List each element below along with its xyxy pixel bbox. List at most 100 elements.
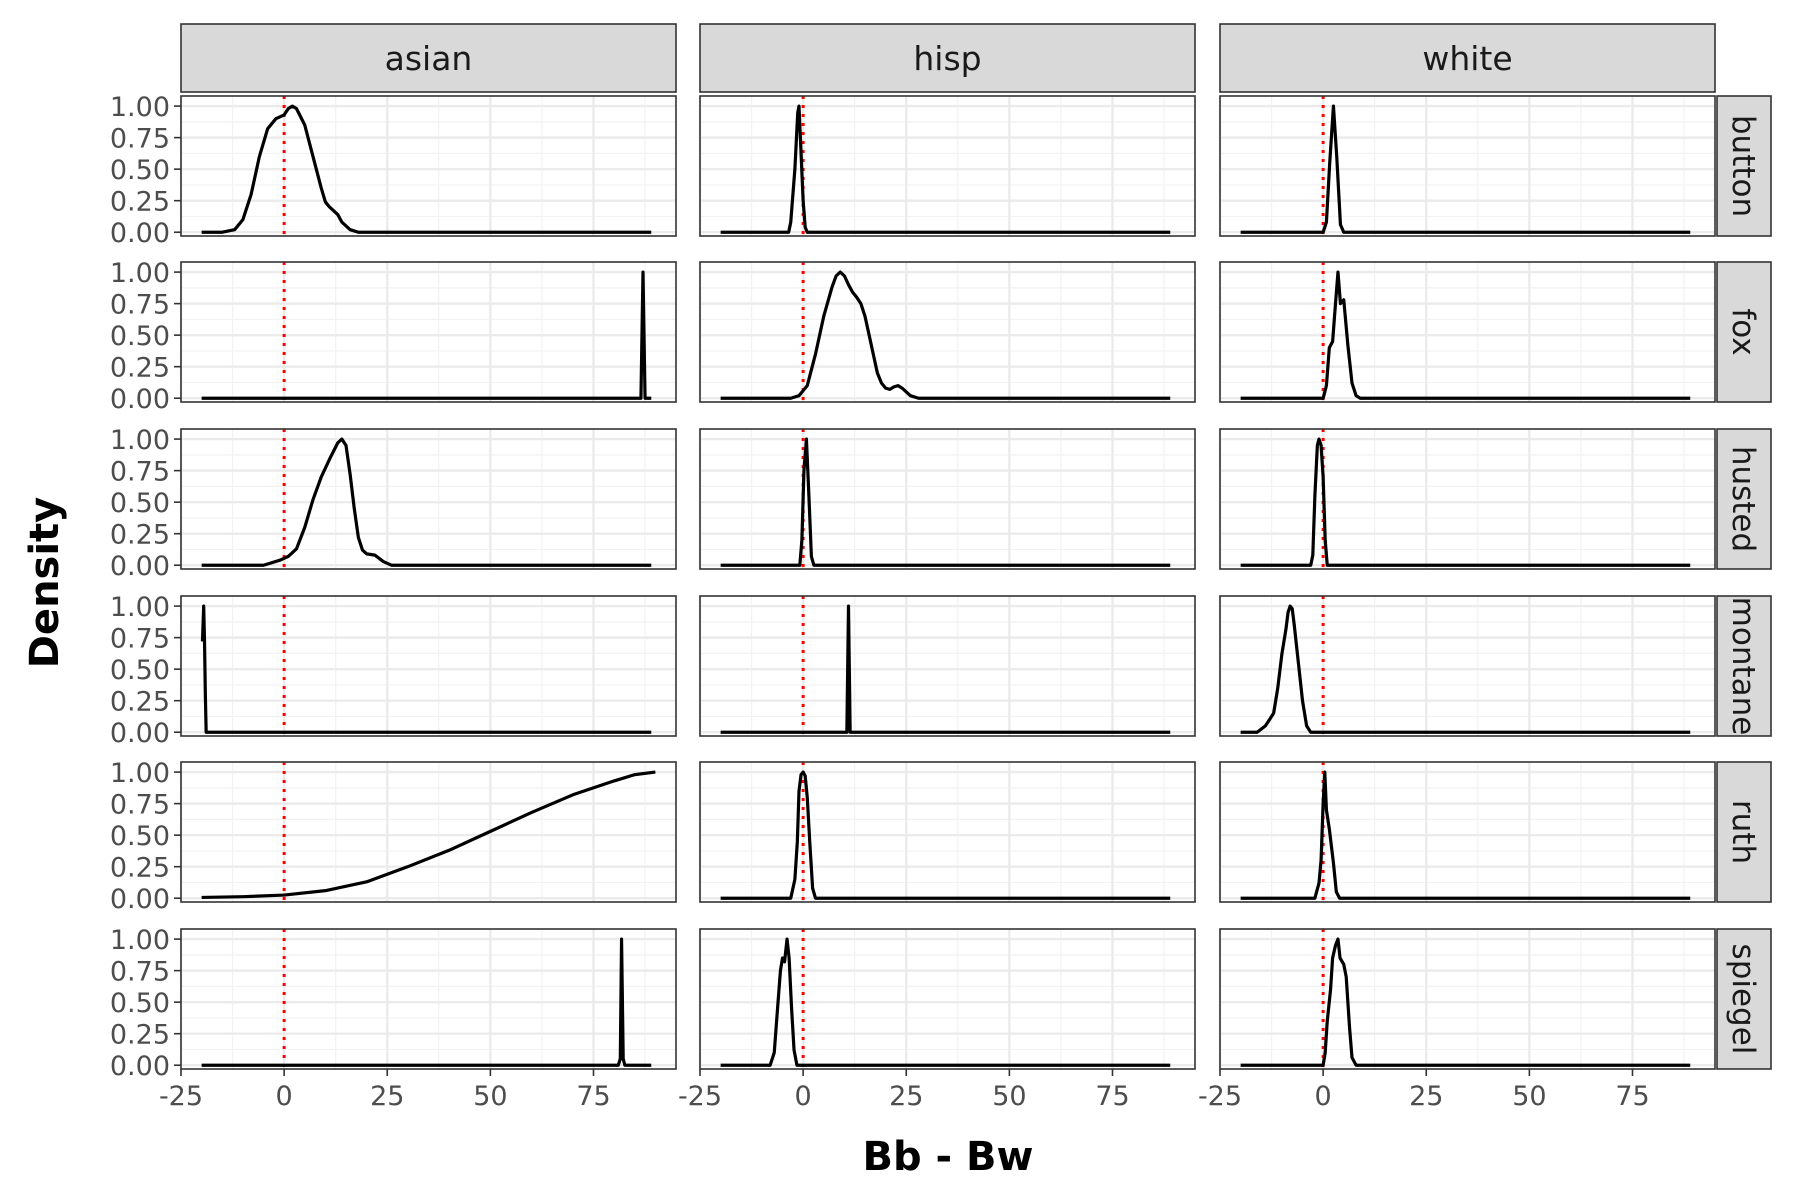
x-tick-label: 75: [1615, 1081, 1649, 1112]
panel-border-button-asian: [180, 95, 677, 237]
density-curve-fox-hisp: [720, 270, 1171, 400]
panel-border-fox-asian: [180, 261, 677, 403]
facet-strip-label-asian: asian: [385, 39, 473, 78]
y-tick-label: 1.00: [110, 425, 170, 456]
panel-border-button-white: [1219, 95, 1716, 237]
panel-bg-ruth-white: [1220, 762, 1715, 902]
density-curve-spiegel-hisp: [720, 937, 1171, 1067]
panel-bg-husted-white: [1220, 429, 1715, 569]
density-curve-montane-white: [1240, 604, 1691, 734]
density-curve-fox-asian: [201, 270, 652, 400]
density-curve-husted-hisp: [720, 437, 1171, 567]
panel-border-spiegel-hisp: [699, 928, 1196, 1070]
panel-bg-husted-hisp: [700, 429, 1195, 569]
facet-strip-montane: [1716, 595, 1772, 737]
x-tick-label: 50: [992, 1081, 1026, 1112]
density-curve-montane-hisp: [720, 604, 1171, 734]
density-curve-montane-asian: [200, 604, 652, 734]
x-tick-label: 75: [1095, 1081, 1129, 1112]
facet-strip-button: [1716, 95, 1772, 237]
panel-border-husted-asian: [180, 428, 677, 570]
facet-strip-label-button: button: [1725, 115, 1761, 217]
x-tick-label: 75: [576, 1081, 610, 1112]
facet-strip-spiegel: [1716, 928, 1772, 1070]
facet-strip-label-husted: husted: [1725, 446, 1761, 552]
y-axis-title: Density: [22, 497, 68, 669]
y-tick-label: 0.75: [110, 124, 170, 155]
panel-border-ruth-hisp: [699, 761, 1196, 903]
panel-border-spiegel-white: [1219, 928, 1716, 1070]
panel-border-montane-hisp: [699, 595, 1196, 737]
panel-bg-fox-hisp: [700, 262, 1195, 402]
density-curve-husted-white: [1240, 437, 1691, 567]
y-tick-label: 0.25: [110, 520, 170, 551]
y-tick-label: 0.50: [110, 821, 170, 852]
density-curve-husted-asian: [201, 437, 652, 567]
facet-strip-label-hisp: hisp: [913, 39, 981, 78]
panel-bg-montane-asian: [181, 596, 676, 736]
y-tick-label: 0.25: [110, 353, 170, 384]
facet-strip-white: [1219, 23, 1716, 93]
facet-strip-label-montane: montane: [1725, 597, 1761, 736]
x-tick-label: 0: [795, 1081, 812, 1112]
facet-strip-fox: [1716, 261, 1772, 403]
x-tick-label: -25: [1198, 1081, 1242, 1112]
x-tick-label: 50: [1512, 1081, 1546, 1112]
x-tick-label: 25: [889, 1081, 923, 1112]
density-curve-button-hisp: [720, 104, 1171, 234]
facet-strip-asian: [180, 23, 677, 93]
y-tick-label: 0.25: [110, 853, 170, 884]
y-tick-label: 0.50: [110, 321, 170, 352]
y-tick-label: 0.50: [110, 155, 170, 186]
y-tick-label: 1.00: [110, 258, 170, 289]
facet-strip-label-ruth: ruth: [1725, 800, 1761, 864]
panel-bg-button-white: [1220, 96, 1715, 236]
panel-border-husted-hisp: [699, 428, 1196, 570]
facet-strip-hisp: [699, 23, 1196, 93]
panel-border-montane-asian: [180, 595, 677, 737]
y-tick-label: 0.00: [110, 884, 170, 915]
facet-strip-husted: [1716, 428, 1772, 570]
facet-strip-label-spiegel: spiegel: [1725, 944, 1761, 1055]
facet-strip-label-white: white: [1422, 39, 1512, 78]
density-curve-fox-white: [1240, 270, 1691, 400]
y-tick-label: 0.50: [110, 988, 170, 1019]
x-axis-title: Bb - Bw: [862, 1134, 1033, 1180]
panel-border-montane-white: [1219, 595, 1716, 737]
density-curve-button-white: [1240, 104, 1691, 234]
y-tick-label: 0.00: [110, 384, 170, 415]
x-tick-label: 0: [276, 1081, 293, 1112]
panel-border-button-hisp: [699, 95, 1196, 237]
facet-strip-ruth: [1716, 761, 1772, 903]
panel-bg-fox-white: [1220, 262, 1715, 402]
density-curve-ruth-hisp: [720, 770, 1171, 900]
y-tick-label: 0.75: [110, 290, 170, 321]
panel-bg-spiegel-asian: [181, 929, 676, 1069]
y-tick-label: 0.50: [110, 488, 170, 519]
panel-bg-button-hisp: [700, 96, 1195, 236]
y-tick-label: 0.75: [110, 957, 170, 988]
y-tick-label: 1.00: [110, 925, 170, 956]
y-tick-label: 0.25: [110, 187, 170, 218]
panel-border-ruth-white: [1219, 761, 1716, 903]
y-tick-label: 0.25: [110, 687, 170, 718]
panel-bg-ruth-asian: [181, 762, 676, 902]
density-curve-button-asian: [201, 104, 652, 234]
y-tick-label: 0.25: [110, 1020, 170, 1051]
y-tick-label: 1.00: [110, 592, 170, 623]
facet-strip-label-fox: fox: [1725, 308, 1761, 355]
panel-bg-montane-hisp: [700, 596, 1195, 736]
x-tick-label: 25: [1409, 1081, 1443, 1112]
y-tick-label: 1.00: [110, 92, 170, 123]
y-tick-label: 0.75: [110, 790, 170, 821]
density-curve-ruth-white: [1240, 770, 1691, 900]
panel-border-fox-hisp: [699, 261, 1196, 403]
panel-bg-spiegel-white: [1220, 929, 1715, 1069]
y-tick-label: 0.50: [110, 655, 170, 686]
panel-bg-button-asian: [181, 96, 676, 236]
panel-bg-husted-asian: [181, 429, 676, 569]
panel-bg-ruth-hisp: [700, 762, 1195, 902]
y-tick-label: 0.00: [110, 718, 170, 749]
